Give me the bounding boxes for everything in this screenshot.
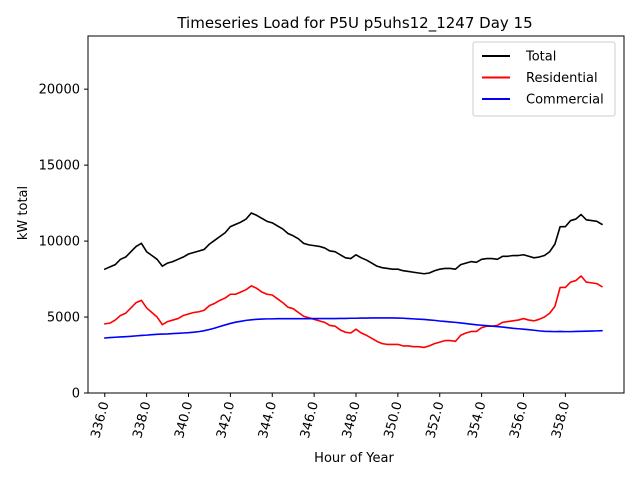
series-line-commercial	[103, 317, 603, 339]
legend-label-residential: Residential	[526, 71, 598, 86]
series-line-total	[103, 212, 603, 275]
x-axis-label: Hour of Year	[314, 451, 394, 466]
y-tick-label: 20000	[39, 83, 80, 98]
series-lines	[103, 212, 603, 349]
legend-frame	[472, 41, 616, 117]
legend-label-total: Total	[525, 50, 556, 65]
y-axis: 0 5000 10000 15000 20000	[39, 83, 88, 402]
y-tick-label: 15000	[39, 159, 80, 174]
y-tick-label: 10000	[39, 235, 80, 250]
chart-title: Timeseries Load for P5U p5uhs12_1247 Day…	[176, 14, 532, 33]
y-tick-label: 0	[72, 387, 80, 402]
y-tick-label: 5000	[47, 311, 80, 326]
legend: Total Residential Commercial	[472, 41, 616, 117]
series-line-residential	[103, 275, 603, 349]
legend-label-commercial: Commercial	[526, 93, 604, 108]
y-axis-label: kW total	[16, 186, 31, 240]
